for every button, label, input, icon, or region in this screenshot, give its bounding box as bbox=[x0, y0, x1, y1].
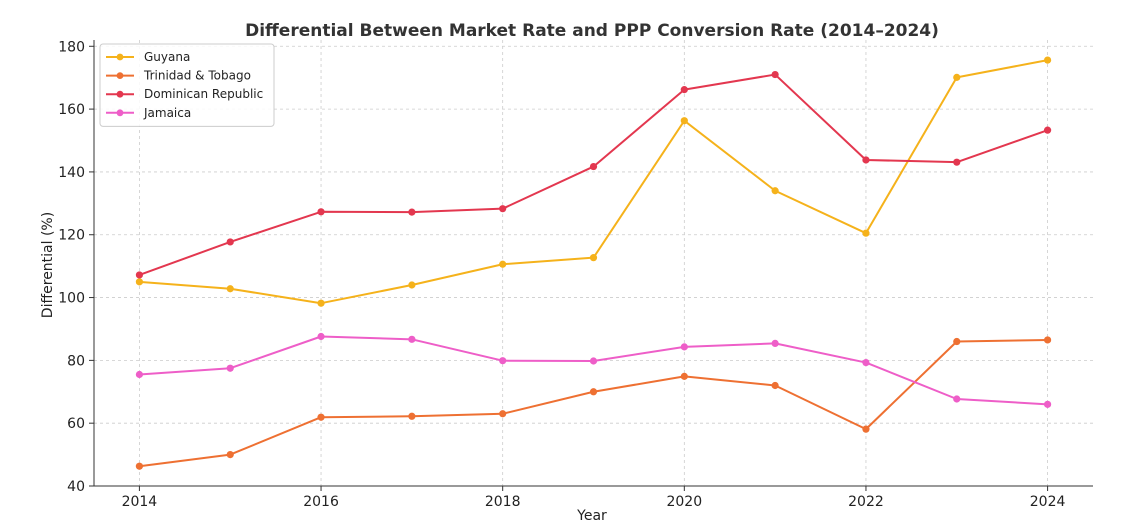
data-point-guyana bbox=[226, 285, 234, 293]
data-point-trinidad-tobago bbox=[953, 337, 961, 346]
legend: Guyana Trinidad & Tobago Dominican Republi… bbox=[99, 43, 275, 127]
data-point-jamaica bbox=[680, 343, 688, 351]
data-point-trinidad-tobago bbox=[317, 413, 325, 421]
data-point-guyana bbox=[408, 281, 416, 289]
data-point-jamaica bbox=[862, 358, 870, 367]
legend-item-dominican-republic: Dominican Republic bbox=[106, 87, 263, 101]
x-tick-label: 2016 bbox=[303, 494, 339, 510]
legend-label: Trinidad & Tobago bbox=[143, 69, 251, 83]
data-point-guyana bbox=[589, 254, 598, 262]
legend-label: Guyana bbox=[144, 50, 190, 64]
series-trinidad-tobago bbox=[135, 336, 1052, 470]
x-tick-label: 2018 bbox=[485, 494, 521, 510]
y-tick-label: 180 bbox=[58, 39, 85, 55]
data-point-jamaica bbox=[317, 332, 325, 341]
legend-item-jamaica: Jamaica bbox=[106, 106, 191, 120]
data-point-dominican-republic bbox=[499, 205, 507, 213]
legend-label: Dominican Republic bbox=[144, 87, 263, 101]
data-point-jamaica bbox=[226, 364, 234, 372]
data-point-jamaica bbox=[1043, 400, 1052, 408]
data-point-trinidad-tobago bbox=[226, 450, 234, 459]
series-line-guyana bbox=[139, 59, 1048, 305]
legend-swatch-marker bbox=[116, 109, 124, 117]
data-point-trinidad-tobago bbox=[680, 372, 688, 380]
x-tick-label: 2020 bbox=[666, 494, 702, 510]
data-point-dominican-republic bbox=[1043, 126, 1052, 134]
legend-swatch-marker bbox=[116, 53, 124, 61]
x-tick-label: 2022 bbox=[848, 494, 884, 510]
data-point-trinidad-tobago bbox=[408, 412, 416, 420]
series-guyana bbox=[135, 56, 1052, 307]
data-point-dominican-republic bbox=[771, 70, 779, 79]
chart-title: Differential Between Market Rate and PPP… bbox=[245, 21, 939, 41]
data-point-trinidad-tobago bbox=[862, 425, 870, 433]
y-tick-label: 80 bbox=[67, 353, 85, 369]
y-tick-label: 100 bbox=[58, 291, 85, 307]
x-tick-label: 2014 bbox=[122, 494, 158, 510]
data-point-jamaica bbox=[771, 339, 779, 348]
series-group bbox=[135, 56, 1052, 470]
y-tick-label: 60 bbox=[67, 416, 85, 432]
legend-swatch-marker bbox=[116, 72, 124, 79]
data-point-trinidad-tobago bbox=[589, 388, 598, 396]
data-point-dominican-republic bbox=[589, 162, 598, 171]
legend-label: Jamaica bbox=[143, 106, 191, 120]
legend-swatch-marker bbox=[116, 90, 124, 98]
data-point-jamaica bbox=[953, 395, 961, 403]
series-dominican-republic bbox=[135, 70, 1052, 279]
data-point-guyana bbox=[135, 278, 144, 286]
data-point-trinidad-tobago bbox=[135, 462, 144, 470]
legend-item-trinidad-tobago: Trinidad & Tobago bbox=[106, 69, 251, 83]
data-point-guyana bbox=[1043, 56, 1052, 64]
y-tick-label: 160 bbox=[58, 102, 85, 118]
data-point-trinidad-tobago bbox=[771, 381, 779, 390]
data-point-jamaica bbox=[589, 357, 598, 365]
data-point-dominican-republic bbox=[226, 238, 234, 246]
data-point-dominican-republic bbox=[135, 271, 144, 279]
data-point-dominican-republic bbox=[953, 158, 961, 166]
data-point-guyana bbox=[680, 117, 688, 125]
data-point-dominican-republic bbox=[862, 156, 870, 164]
series-jamaica bbox=[135, 332, 1052, 408]
data-point-guyana bbox=[499, 260, 507, 268]
data-point-jamaica bbox=[135, 370, 144, 379]
series-line-dominican-republic bbox=[139, 73, 1048, 276]
data-point-guyana bbox=[317, 299, 325, 307]
legend-box bbox=[99, 43, 275, 127]
data-point-dominican-republic bbox=[317, 208, 325, 216]
data-point-dominican-republic bbox=[680, 86, 688, 94]
data-point-dominican-republic bbox=[408, 208, 416, 216]
x-tick-label: 2024 bbox=[1030, 494, 1066, 510]
data-point-guyana bbox=[771, 187, 779, 195]
y-axis-label: Differential (%) bbox=[40, 212, 56, 318]
data-point-guyana bbox=[862, 229, 870, 237]
legend-item-guyana: Guyana bbox=[106, 50, 190, 64]
data-point-jamaica bbox=[499, 357, 507, 365]
y-tick-label: 120 bbox=[58, 228, 85, 244]
y-tick-label: 140 bbox=[58, 165, 85, 181]
data-point-trinidad-tobago bbox=[1043, 336, 1052, 344]
data-point-jamaica bbox=[408, 335, 416, 343]
y-tick-label: 40 bbox=[67, 479, 85, 495]
x-axis-label: Year bbox=[576, 508, 607, 524]
data-point-trinidad-tobago bbox=[499, 410, 507, 418]
axes: 40 60 80 100 120 140 160 180 2014 2016 2018 2020 202… bbox=[58, 39, 1093, 510]
data-point-guyana bbox=[953, 73, 961, 81]
